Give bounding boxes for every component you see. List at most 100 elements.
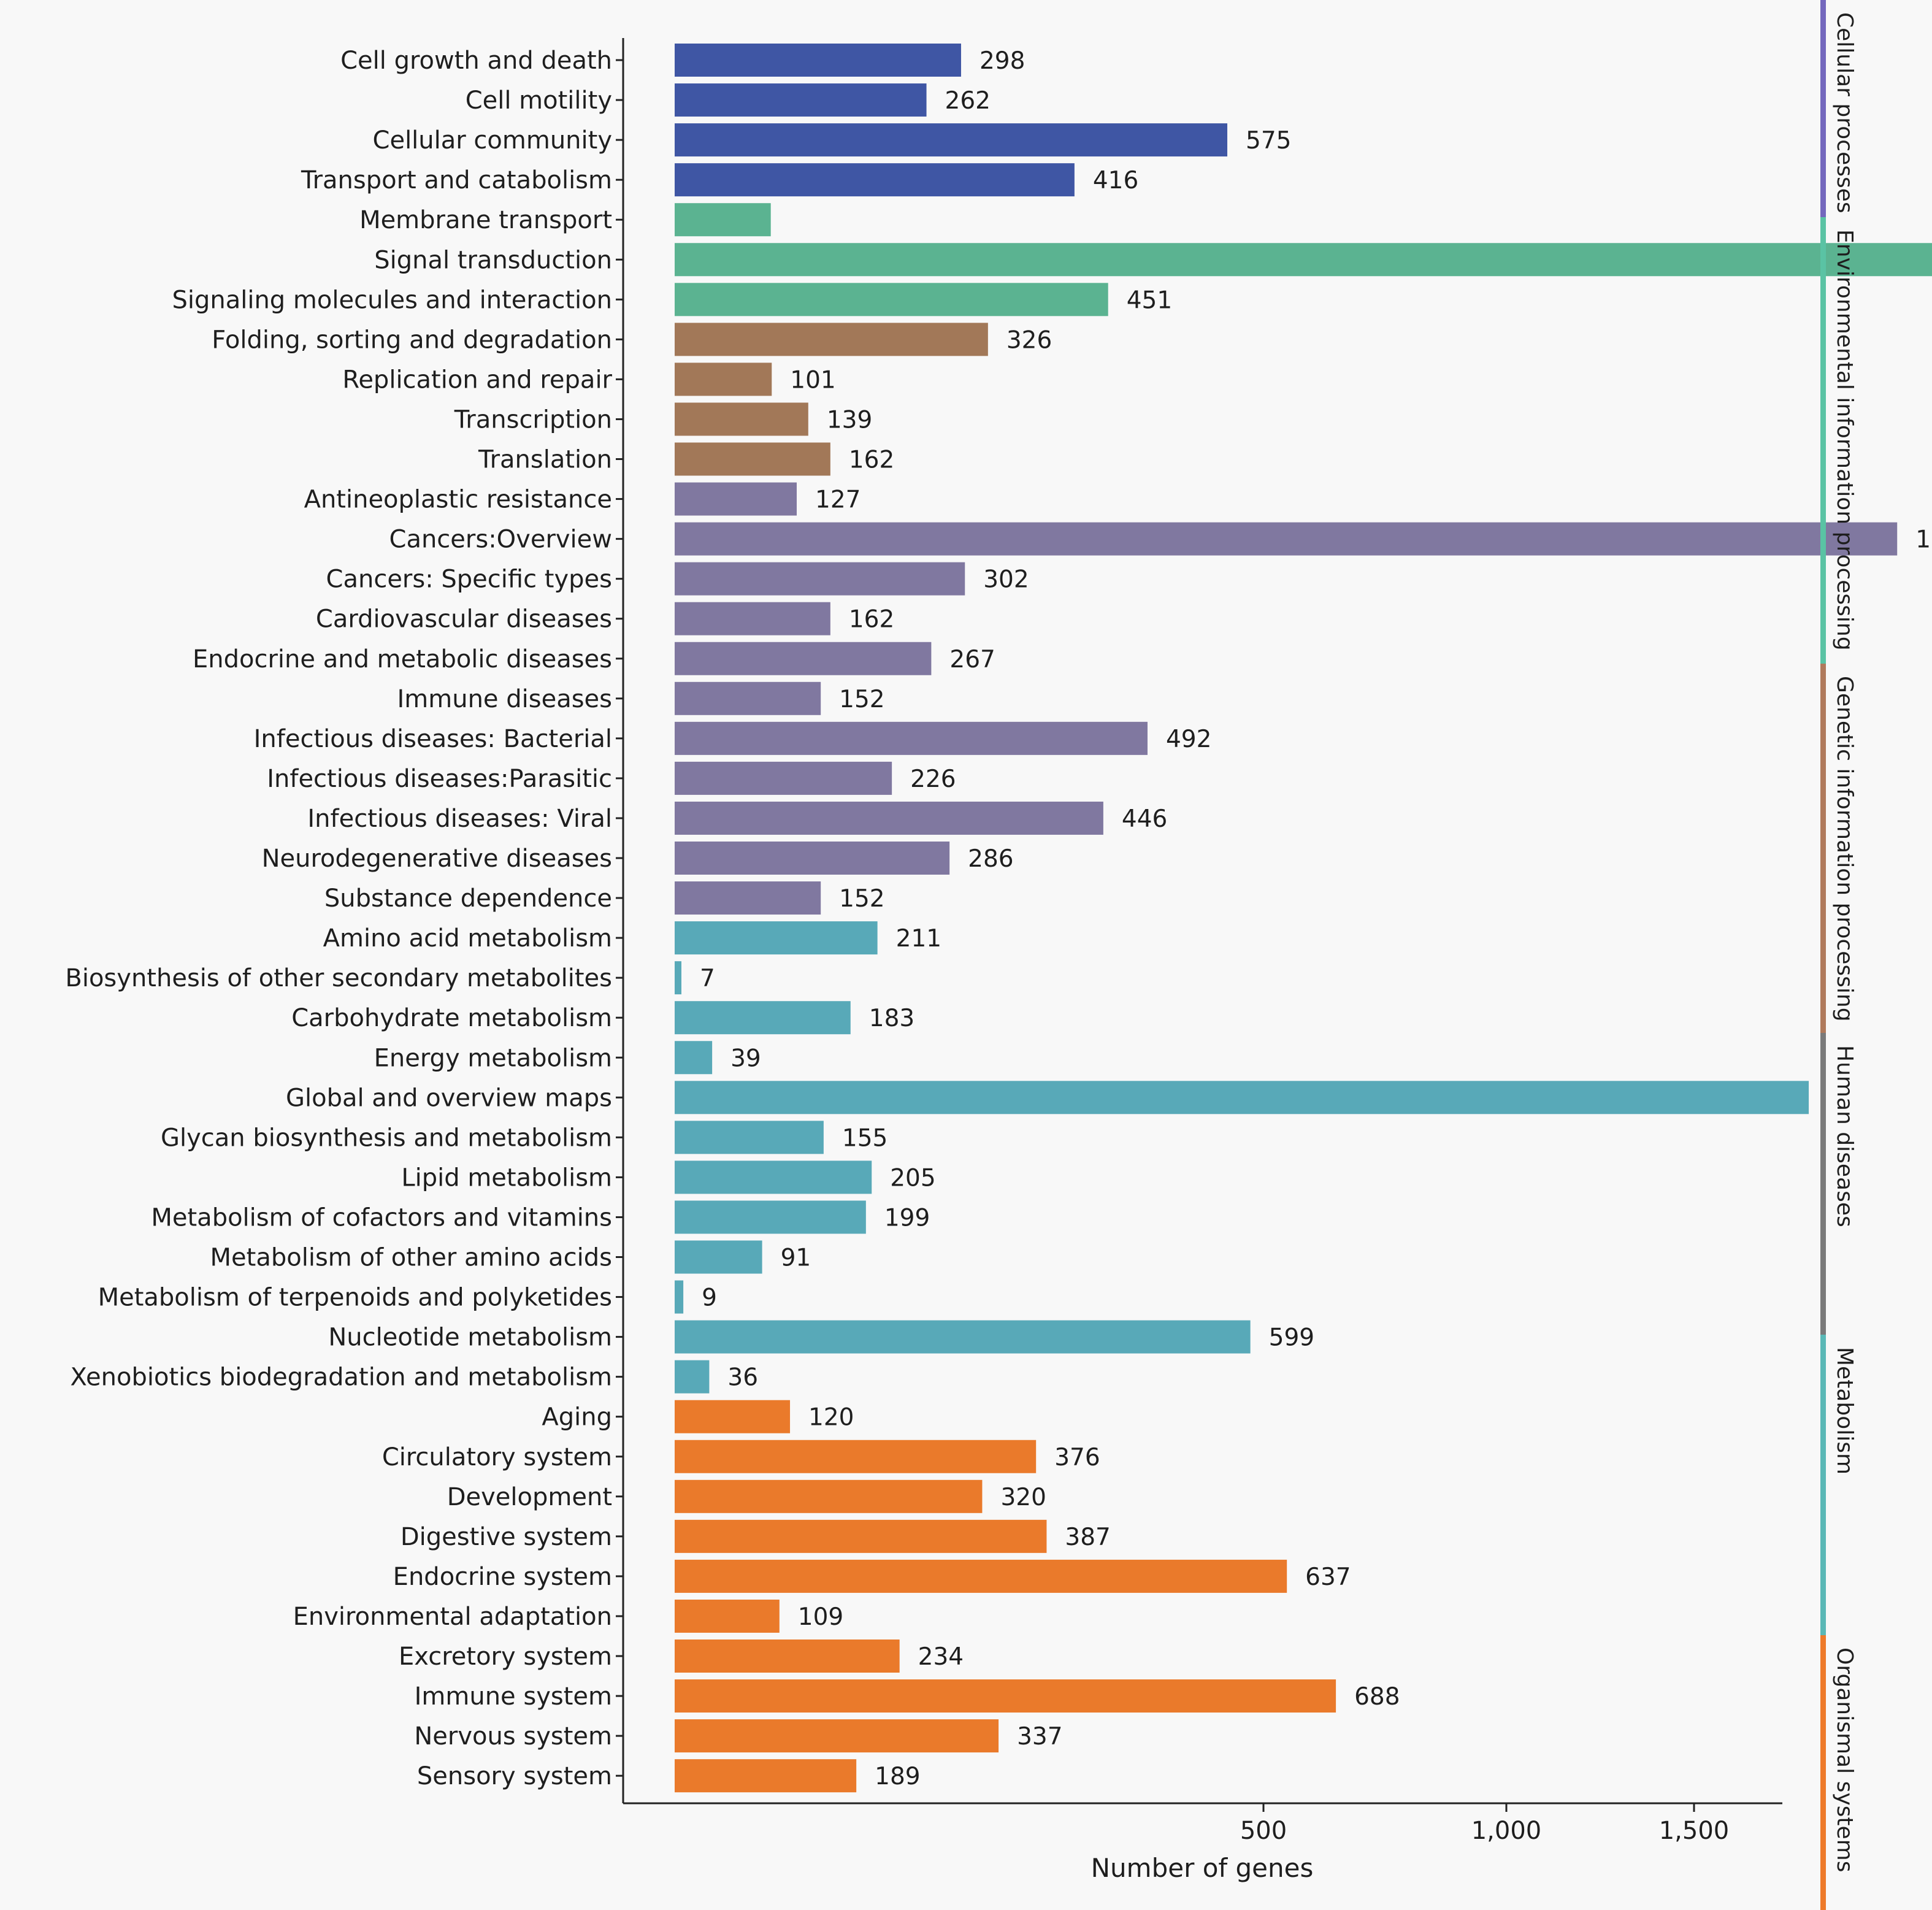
x-tick-label: 500	[1240, 1817, 1287, 1845]
category-label: Global and overview maps	[286, 1084, 612, 1112]
data-label: 416	[1093, 167, 1138, 194]
category-label: Metabolism of terpenoids and polyketides	[98, 1284, 612, 1312]
data-label: 575	[1246, 127, 1291, 155]
bar-nervous-system	[675, 1719, 999, 1753]
category-label: Nervous system	[414, 1722, 612, 1751]
category-label: Glycan biosynthesis and metabolism	[161, 1124, 612, 1152]
bar-cellular-community	[675, 123, 1228, 157]
data-label: 492	[1166, 726, 1211, 753]
bar-signaling-molecules-and-interaction	[675, 283, 1108, 316]
category-label: Endocrine system	[393, 1563, 612, 1591]
data-label: 298	[979, 47, 1025, 75]
category-label: Replication and repair	[342, 366, 612, 394]
bar-transport-and-catabolism	[675, 163, 1075, 197]
x-axis-title: Number of genes	[1091, 1853, 1314, 1883]
data-label: 7	[700, 965, 715, 992]
data-label: 162	[849, 447, 894, 474]
category-label: Cellular community	[373, 126, 612, 155]
group-labels: Cellular processes Environmental informat…	[1820, 0, 1857, 1910]
category-label: Transcription	[454, 405, 612, 434]
category-label: Amino acid metabolism	[323, 924, 612, 953]
data-label: 302	[983, 566, 1029, 594]
category-label: Xenobiotics biodegradation and metabolis…	[70, 1363, 612, 1392]
bar-digestive-system	[675, 1519, 1047, 1553]
category-label: Circulatory system	[382, 1443, 612, 1471]
data-label: 267	[949, 646, 995, 673]
group-label: Cellular processes	[1832, 12, 1857, 213]
category-label: Development	[447, 1483, 612, 1511]
bar-metabolism-of-cofactors-and-vitamins	[675, 1200, 866, 1234]
group-label: Genetic information processing	[1832, 676, 1857, 1022]
data-label: 637	[1305, 1563, 1351, 1591]
group-bar-human-diseases	[1820, 1033, 1826, 1335]
category-label: Antineoplastic resistance	[304, 486, 612, 514]
data-label: 326	[1006, 326, 1052, 354]
bar-neurodegenerative-diseases	[675, 842, 950, 875]
data-label: 91	[781, 1245, 811, 1272]
category-label: Cell motility	[466, 86, 612, 115]
bar-glycan-biosynthesis-and-metabolism	[675, 1121, 824, 1154]
data-label: 599	[1269, 1324, 1314, 1352]
group-label: Organismal systems	[1832, 1647, 1857, 1872]
data-label: 183	[869, 1005, 914, 1032]
category-label: Immune system	[415, 1682, 612, 1711]
bar-endocrine-system	[675, 1559, 1287, 1593]
data-label: 152	[839, 686, 884, 713]
data-label: 234	[918, 1643, 964, 1671]
bar-circulatory-system	[675, 1440, 1037, 1473]
category-label: Cell growth and death	[340, 47, 612, 75]
category-label: Neurodegenerative diseases	[262, 845, 612, 873]
category-label: Nucleotide metabolism	[328, 1324, 612, 1352]
category-label: Transport and catabolism	[301, 166, 612, 194]
group-bar-organismal-systems	[1820, 1635, 1826, 1910]
data-label: 155	[842, 1124, 887, 1152]
bar-membrane-transport	[675, 203, 771, 237]
category-label: Endocrine and metabolic diseases	[193, 645, 612, 673]
data-label: 320	[1000, 1484, 1046, 1511]
data-label: 226	[910, 765, 956, 793]
value-labels: 2982625754161,3404513261011391621271,272…	[700, 47, 1932, 1790]
data-label: 189	[875, 1763, 920, 1790]
bar-amino-acid-metabolism	[675, 921, 878, 955]
category-label: Environmental adaptation	[293, 1603, 612, 1631]
bar-cancers-specific-types	[675, 562, 965, 596]
group-bar-metabolism	[1820, 1335, 1826, 1635]
bar-antineoplastic-resistance	[675, 482, 797, 516]
bar-cardiovascular-diseases	[675, 602, 830, 635]
bar-infectious-diseases-bacterial	[675, 721, 1148, 755]
category-label: Substance dependence	[324, 884, 612, 913]
data-label: 451	[1127, 286, 1172, 314]
category-label: Excretory system	[399, 1643, 612, 1671]
data-label: 127	[815, 486, 861, 514]
data-label: 120	[808, 1404, 854, 1432]
bar-translation	[675, 442, 830, 476]
category-label: Cancers:Overview	[389, 526, 612, 554]
category-label: Folding, sorting and degradation	[212, 326, 612, 354]
data-label: 262	[945, 87, 991, 115]
bar-cell-motility	[675, 83, 927, 117]
bar-development	[675, 1479, 983, 1513]
category-label: Sensory system	[417, 1762, 612, 1790]
bar-biosynthesis-of-other-secondary-metabolites	[675, 961, 681, 995]
bars-layer	[675, 44, 1932, 1793]
x-tick-label: 1,500	[1659, 1817, 1730, 1845]
category-label: Carbohydrate metabolism	[291, 1004, 612, 1032]
category-label: Infectious diseases: Viral	[307, 805, 612, 833]
bar-global-and-overview-maps	[675, 1081, 1809, 1114]
bar-infectious-diseases-viral	[675, 801, 1103, 835]
bar-replication-and-repair	[675, 362, 772, 396]
bar-infectious-diseases-parasitic	[675, 761, 892, 795]
category-label: Metabolism of other amino acids	[210, 1244, 612, 1272]
bar-environmental-adaptation	[675, 1599, 780, 1633]
bar-immune-system	[675, 1679, 1336, 1713]
bar-metabolism-of-terpenoids-and-polyketides	[675, 1280, 684, 1314]
bar-metabolism-of-other-amino-acids	[675, 1240, 762, 1274]
category-label: Infectious diseases: Bacterial	[254, 725, 612, 753]
bar-sensory-system	[675, 1759, 857, 1793]
category-label: Cancers: Specific types	[326, 566, 612, 594]
category-label: Biosynthesis of other secondary metaboli…	[65, 964, 612, 992]
bar-cancers-overview	[675, 522, 1898, 556]
data-label: 688	[1354, 1683, 1400, 1711]
category-label: Signaling molecules and interaction	[172, 286, 612, 314]
group-label: Environmental information processing	[1832, 229, 1857, 651]
